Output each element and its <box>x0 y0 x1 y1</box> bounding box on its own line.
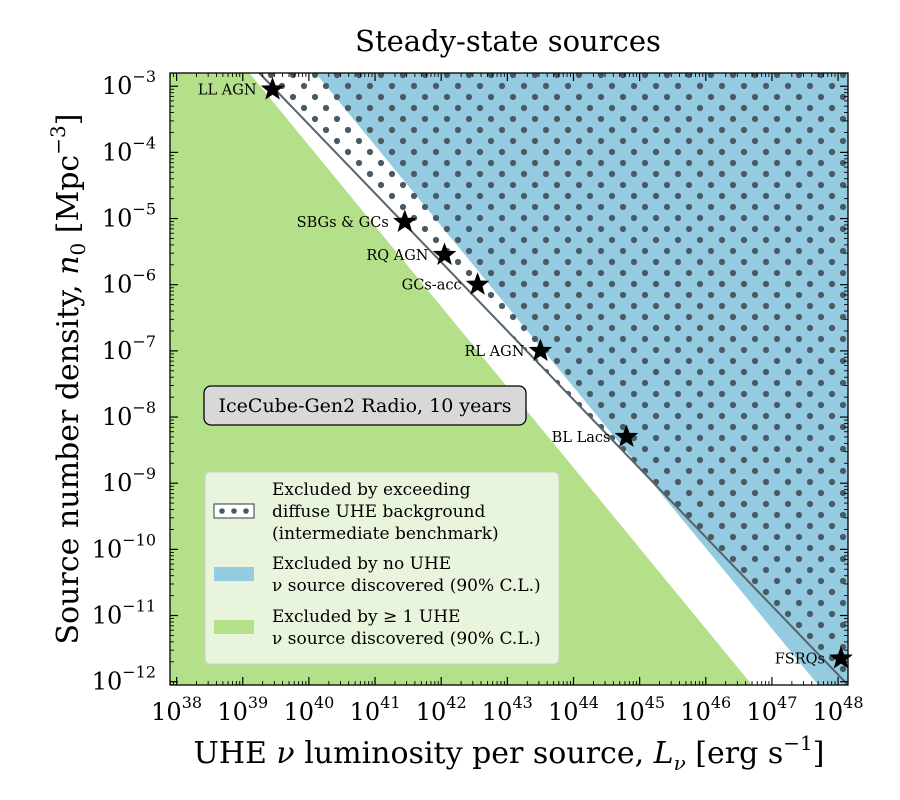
legend-label: ν source discovered (90% C.L.) <box>272 576 541 596</box>
legend-label: Excluded by no UHE <box>272 554 451 574</box>
y-tick-label: 10−11 <box>92 597 156 630</box>
source-label: FSRQs <box>775 652 825 668</box>
x-tick-label: 1042 <box>416 693 467 726</box>
y-tick-label: 10−6 <box>102 266 156 299</box>
source-markers: LL AGN SBGs & GCs RQ AGN GCs-acc RL AGN BL La… <box>198 77 853 669</box>
legend-label: Excluded by exceeding <box>272 480 471 500</box>
legend-label: (intermediate benchmark) <box>272 524 499 544</box>
y-tick-label: 10−4 <box>102 133 156 166</box>
x-tick-label: 1041 <box>350 693 401 726</box>
source-label: RL AGN <box>465 344 525 360</box>
legend-label: Excluded by ≥ 1 UHE <box>272 607 460 627</box>
source-label: BL Lacs <box>552 430 611 446</box>
legend-label: diffuse UHE background <box>272 502 485 522</box>
source-star-marker <box>614 424 639 447</box>
x-tick-label: 1044 <box>548 693 599 726</box>
legend-swatch-dot <box>231 508 237 514</box>
source-label: SBGs & GCs <box>297 215 389 231</box>
y-axis-title: Source number density, n0 [Mpc−3] <box>46 114 90 645</box>
x-tick-label: 1038 <box>151 693 202 726</box>
legend-swatch-blue <box>214 567 254 581</box>
y-tick-label: 10−7 <box>102 332 156 365</box>
x-tick-label: 1047 <box>746 693 797 726</box>
source-star-marker <box>465 272 490 295</box>
source-label: LL AGN <box>198 83 257 99</box>
source-star-marker <box>829 646 853 669</box>
legend-swatch-dot <box>219 508 225 514</box>
y-tick-label: 10−3 <box>102 67 156 100</box>
source-label: RQ AGN <box>366 248 428 264</box>
axis-ticks: 1038 1039 1040 1041 1042 1043 1044 1045 1046 1047… <box>92 67 864 726</box>
legend-swatch-dot <box>243 508 249 514</box>
annotation-box-background <box>203 385 527 426</box>
plot-frame <box>169 72 849 686</box>
legend-swatch-green <box>214 620 254 634</box>
y-tick-label: 10−10 <box>92 530 156 563</box>
source-star-marker <box>432 242 457 265</box>
y-tick-label: 10−9 <box>102 464 156 497</box>
x-tick-label: 1046 <box>680 693 731 726</box>
diffuse-flux-line <box>258 73 848 685</box>
source-star-marker <box>260 77 285 100</box>
legend-label: ν source discovered (90% C.L.) <box>272 629 541 649</box>
x-tick-label: 1048 <box>813 693 864 726</box>
x-axis-title: UHE ν luminosity per source, Lν [erg s−1… <box>194 731 825 775</box>
y-tick-label: 10−8 <box>102 398 156 431</box>
source-label: GCs-acc <box>402 278 462 294</box>
x-tick-label: 1043 <box>482 693 533 726</box>
legend-frame <box>204 471 560 665</box>
chart-title: Steady-state sources <box>355 24 661 58</box>
y-tick-label: 10−12 <box>92 663 156 696</box>
x-tick-label: 1045 <box>614 693 665 726</box>
source-star-marker <box>528 338 553 361</box>
annotation-text: IceCube-Gen2 Radio, 10 years <box>219 395 512 417</box>
y-tick-label: 10−5 <box>102 200 156 233</box>
x-tick-label: 1039 <box>217 693 268 726</box>
annotation-box: IceCube-Gen2 Radio, 10 years <box>203 385 527 426</box>
source-star-marker <box>393 209 417 232</box>
x-tick-label: 1040 <box>283 693 334 726</box>
